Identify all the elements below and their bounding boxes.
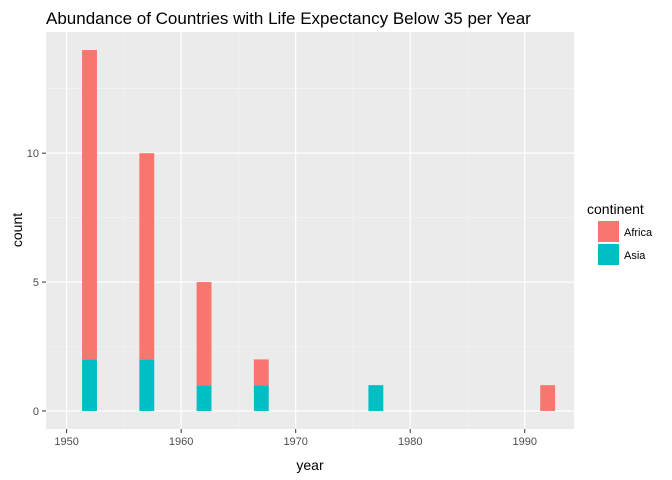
x-tick-label: 1950 [54, 436, 78, 448]
bar-africa-1992 [540, 385, 556, 411]
x-tick-label: 1960 [169, 436, 193, 448]
bar-asia-1962 [196, 385, 212, 411]
legend-label-asia: Asia [624, 250, 646, 262]
bar-africa-1957 [139, 153, 155, 360]
bar-africa-1952 [82, 50, 97, 360]
bar-asia-1952 [82, 359, 97, 411]
legend: continent Africa Asia [587, 201, 653, 265]
y-axis-title: count [9, 213, 25, 247]
legend-label-africa: Africa [624, 227, 653, 239]
bar-africa-1967 [253, 359, 269, 386]
bar-africa-1962 [196, 282, 212, 386]
minor-gridlines [46, 32, 574, 429]
legend-swatch-asia [598, 244, 619, 265]
y-tick-label: 10 [27, 148, 39, 160]
major-gridlines [46, 32, 574, 429]
bars [82, 50, 556, 411]
x-tick-label: 1980 [398, 436, 422, 448]
chart-title: Abundance of Countries with Life Expecta… [46, 9, 531, 28]
x-axis-ticks: 1950 1960 1970 1980 1990 [54, 429, 537, 448]
x-axis-title: year [296, 457, 324, 473]
bar-asia-1977 [368, 385, 384, 411]
x-tick-label: 1990 [513, 436, 537, 448]
bar-asia-1967 [253, 385, 269, 411]
legend-title: continent [587, 201, 644, 217]
legend-swatch-africa [598, 221, 619, 242]
x-tick-label: 1970 [283, 436, 307, 448]
y-tick-label: 5 [33, 277, 39, 289]
plot-panel [46, 32, 574, 429]
y-axis-ticks: 0 5 10 [27, 148, 46, 418]
y-tick-label: 0 [33, 406, 39, 418]
bar-asia-1957 [139, 359, 155, 411]
